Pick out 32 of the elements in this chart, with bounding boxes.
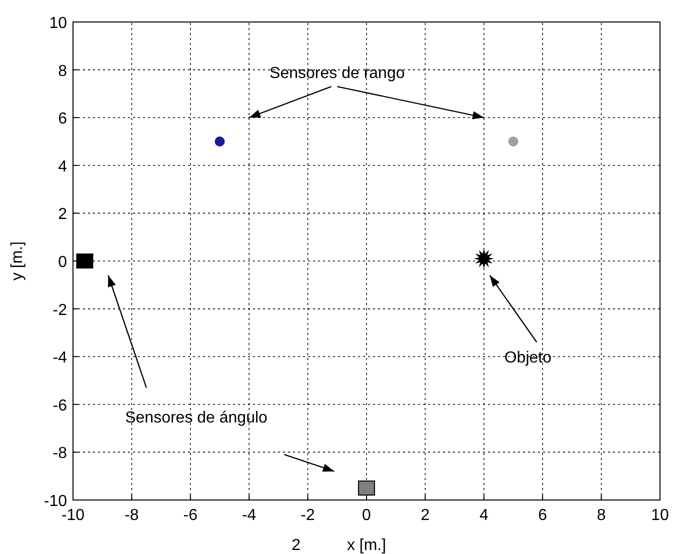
y-tick-label: 0 bbox=[58, 254, 68, 271]
x-tick-label: 6 bbox=[538, 507, 548, 524]
y-tick-label: -2 bbox=[52, 302, 68, 319]
annotation: Objeto bbox=[504, 350, 552, 367]
y-axis-title: y [m.] bbox=[9, 241, 26, 281]
x-tick-label: -6 bbox=[183, 507, 198, 524]
point bbox=[474, 248, 494, 269]
y-tick-label: 6 bbox=[58, 110, 68, 128]
text: 2 bbox=[292, 537, 301, 554]
point bbox=[508, 136, 518, 146]
y-tick-label: 8 bbox=[58, 62, 68, 80]
annotation: Sensores de rango bbox=[270, 65, 405, 82]
y-tick-label: -10 bbox=[44, 493, 68, 510]
x-tick-label: -8 bbox=[124, 507, 139, 524]
x-tick-label: -2 bbox=[300, 507, 316, 524]
y-tick-label: -4 bbox=[52, 350, 68, 367]
x-axis-title: x [m.] bbox=[346, 537, 386, 554]
y-tick-label: -8 bbox=[52, 445, 68, 462]
x-tick-label: 2 bbox=[420, 507, 430, 524]
x-tick-label: 10 bbox=[651, 507, 669, 524]
point bbox=[358, 480, 375, 496]
y-tick-label: 10 bbox=[49, 15, 68, 32]
annotation: Sensores de ángulo bbox=[125, 409, 268, 426]
point bbox=[76, 254, 94, 268]
y-tick-label: -6 bbox=[52, 397, 68, 414]
y-tick-label: 2 bbox=[58, 206, 68, 224]
x-tick-label: 4 bbox=[479, 507, 488, 524]
point bbox=[214, 136, 225, 146]
y-tick-label: 4 bbox=[58, 158, 68, 176]
x-tick-label: -4 bbox=[242, 507, 256, 524]
x-tick-label: 8 bbox=[596, 507, 606, 524]
x-tick-label: 0 bbox=[362, 507, 372, 524]
